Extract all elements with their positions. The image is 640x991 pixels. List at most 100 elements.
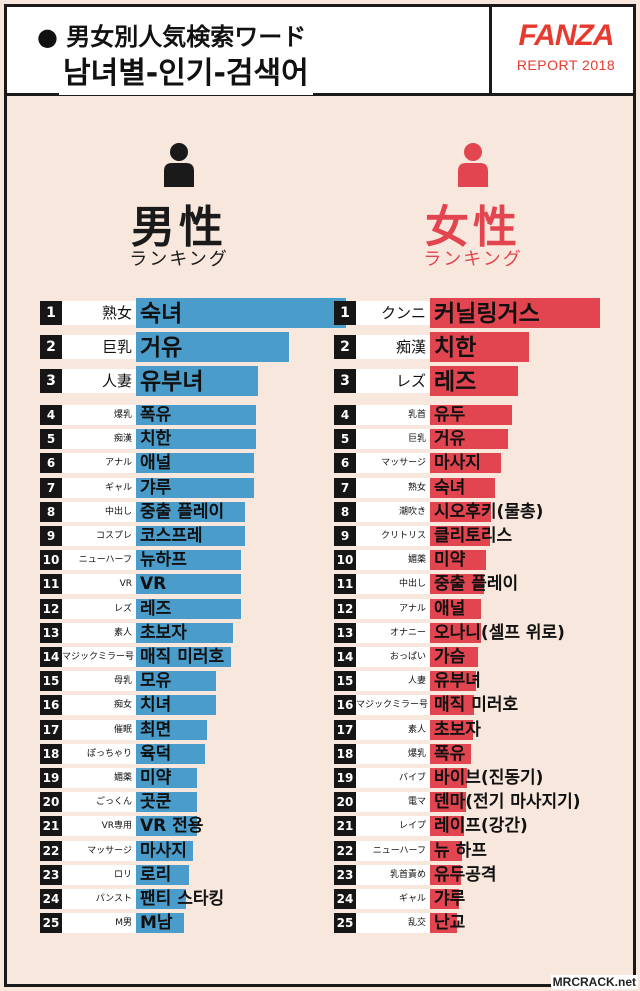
male-bar — [136, 429, 256, 450]
female-rank-row: 25 乱交 난교 — [334, 912, 634, 934]
female-term-kr: 마사지 — [434, 453, 481, 474]
male-bar — [136, 913, 185, 934]
female-bar — [430, 816, 464, 837]
female-rank-row: 20 電マ 덴마(전기 마사지기) — [334, 791, 634, 813]
male-rank-row: 25 M男 M남 — [40, 912, 340, 934]
female-bar — [430, 526, 490, 546]
female-bar — [430, 429, 509, 450]
male-term-jp: 催眠 — [62, 719, 136, 740]
male-term-kr: VR 전용 — [140, 816, 204, 837]
female-term-jp: 熟女 — [356, 477, 430, 498]
male-term-jp: 巨乳 — [62, 335, 136, 359]
female-heading: 女性 ランキング — [373, 143, 573, 273]
male-rank-number: 11 — [40, 574, 62, 595]
female-rank-number: 6 — [334, 453, 356, 474]
male-bar — [136, 574, 241, 595]
male-term-jp: ごっくん — [62, 792, 136, 813]
male-term-jp: ロリ — [62, 864, 136, 885]
female-bar — [430, 405, 512, 425]
female-rank-row: 7 熟女 숙녀 — [334, 477, 634, 499]
female-rank-row: 19 バイブ 바이브(진동기) — [334, 767, 634, 789]
male-rank-row: 3 人妻 유부녀 — [40, 366, 340, 396]
male-term-kr: 유부녀 — [140, 369, 204, 395]
female-term-kr: 애널 — [434, 598, 466, 619]
female-term-kr: 폭유 — [434, 743, 466, 764]
male-bar — [136, 719, 208, 740]
female-term-jp: ギャル — [356, 889, 430, 909]
male-term-kr: 마사지 — [140, 840, 187, 861]
male-term-jp: M男 — [62, 913, 136, 934]
male-term-kr: 중출 플레이 — [140, 501, 225, 522]
male-bar — [136, 526, 246, 546]
poster-frame: ● 男女別人気検索ワード FANZA REPORT 2018 남녀별-인기-검색… — [4, 4, 636, 987]
female-rank-row: 17 素人 초보자 — [334, 719, 634, 741]
male-rank-row: 4 爆乳 폭유 — [40, 404, 340, 426]
male-title: 男性 — [131, 202, 227, 253]
male-heading: 男性 ランキング — [79, 143, 279, 273]
female-bar — [430, 792, 466, 813]
female-term-jp: 中出し — [356, 574, 430, 595]
male-person-icon — [164, 143, 194, 187]
header-divider — [489, 7, 492, 93]
female-term-jp: 乳首責め — [356, 864, 430, 885]
female-bar — [430, 743, 471, 764]
female-rank-number: 22 — [334, 840, 356, 861]
female-rank-row: 8 潮吹き 시오후키(물총) — [334, 501, 634, 523]
female-rank-row: 22 ニューハーフ 뉴 하프 — [334, 840, 634, 862]
male-term-kr: 갸루 — [140, 477, 172, 498]
male-rank-row: 7 ギャル 갸루 — [40, 477, 340, 499]
male-rank-number: 10 — [40, 550, 62, 571]
female-term-kr: 중출 플레이 — [434, 574, 519, 595]
male-rank-number: 8 — [40, 501, 62, 522]
female-term-jp: レズ — [356, 369, 430, 393]
female-bar — [430, 453, 502, 474]
female-rank-number: 11 — [334, 574, 356, 595]
male-bar — [136, 889, 187, 909]
male-bar — [136, 501, 246, 522]
male-term-jp: 素人 — [62, 622, 136, 643]
male-rank-row: 14 マジックミラー号 매직 미러호 — [40, 646, 340, 668]
female-term-jp: マッサージ — [356, 453, 430, 474]
female-bar — [430, 298, 600, 328]
male-term-jp: 母乳 — [62, 671, 136, 692]
male-bar — [136, 622, 233, 643]
male-rank-number: 19 — [40, 768, 62, 788]
female-rank-number: 10 — [334, 550, 356, 571]
male-rank-number: 7 — [40, 477, 62, 498]
female-term-kr: 가슴 — [434, 647, 466, 667]
male-rank-number: 15 — [40, 671, 62, 692]
male-rank-number: 13 — [40, 622, 62, 643]
male-term-jp: ぽっちゃり — [62, 743, 136, 764]
male-term-jp: ニューハーフ — [62, 550, 136, 571]
male-rank-number: 22 — [40, 840, 62, 861]
female-bar — [430, 864, 461, 885]
female-rank-number: 18 — [334, 743, 356, 764]
male-term-kr: VR — [140, 574, 167, 595]
male-term-jp: 痴漢 — [62, 429, 136, 450]
male-bar — [136, 598, 241, 619]
female-term-kr: 미약 — [434, 550, 466, 571]
female-term-jp: 巨乳 — [356, 429, 430, 450]
male-bar — [136, 332, 290, 362]
male-term-jp: アナル — [62, 453, 136, 474]
female-rank-number: 3 — [334, 369, 356, 393]
male-bar — [136, 671, 216, 692]
female-bar — [430, 840, 463, 861]
female-bar — [430, 366, 519, 396]
male-bar — [136, 768, 197, 788]
male-term-kr: 팬티 스타킹 — [140, 889, 225, 909]
female-rank-row: 5 巨乳 거유 — [334, 428, 634, 450]
female-term-kr: 유두공격 — [434, 864, 497, 885]
male-rank-row: 17 催眠 최면 — [40, 719, 340, 741]
female-term-kr: 레이프(강간) — [434, 816, 528, 837]
title-jp: ● 男女別人気検索ワード — [37, 23, 307, 51]
female-term-kr: 시오후키(물총) — [434, 501, 544, 522]
male-rank-row: 20 ごっくん 곳쿤 — [40, 791, 340, 813]
female-term-kr: 유두 — [434, 405, 466, 425]
female-rank-row: 16 マジックミラー号 매직 미러호 — [334, 694, 634, 716]
male-rank-row: 8 中出し 중출 플레이 — [40, 501, 340, 523]
male-term-kr: 레즈 — [140, 598, 172, 619]
female-title: 女性 — [425, 202, 521, 253]
male-bar — [136, 792, 197, 813]
male-term-kr: 숙녀 — [140, 301, 183, 327]
